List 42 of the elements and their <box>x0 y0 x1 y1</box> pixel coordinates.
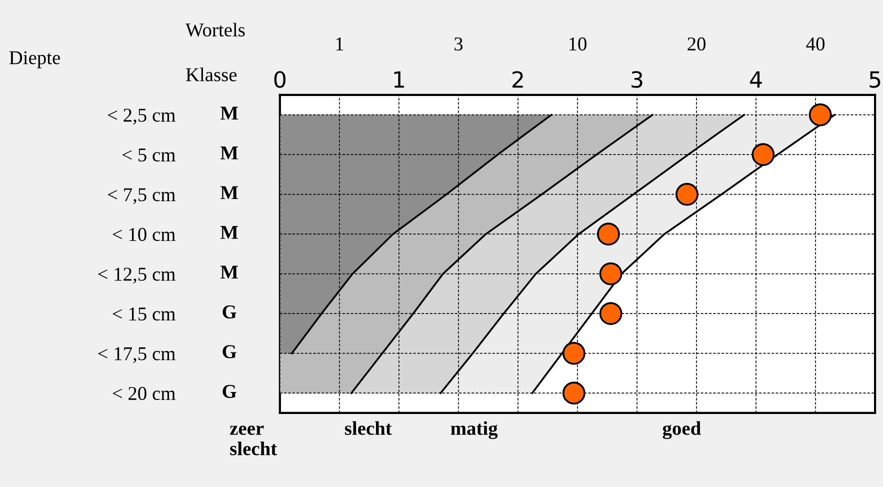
x-tick-label: 5 <box>870 71 880 88</box>
y-tick-label: < 2,5 cm <box>108 108 176 125</box>
x-axis-title: Klasse <box>186 68 237 82</box>
y2-tick-label: G <box>222 345 236 358</box>
y-tick-label: < 7,5 cm <box>108 188 176 204</box>
y2-tick-label: M <box>220 106 238 120</box>
text: 1 <box>336 38 344 50</box>
x2-axis-title: Wortels <box>185 22 245 37</box>
y-tick-label: < 17,5 cm <box>98 347 176 364</box>
y2-tick-label: M <box>220 226 238 239</box>
point <box>676 182 698 206</box>
text: 20 <box>688 37 706 51</box>
text: 40 <box>806 37 825 51</box>
y-tick-label: < 20 cm <box>112 386 176 400</box>
y-tick-label: < 10 cm <box>112 228 176 242</box>
text: matig <box>450 421 498 440</box>
y-axis-title: Diepte <box>9 51 60 68</box>
text: goed <box>662 421 701 440</box>
y-tick-label: < 12,5 cm <box>98 268 176 284</box>
y2-tick-label: G <box>222 384 236 398</box>
y2-tick-label: M <box>220 186 238 200</box>
x-tick-label: 3 <box>632 71 642 88</box>
x-tick-label: 1 <box>394 71 404 88</box>
y-tick-label: < 5 cm <box>122 148 176 162</box>
point <box>596 222 620 246</box>
point <box>599 302 622 326</box>
text: 3 <box>454 37 463 51</box>
point <box>599 262 622 286</box>
y2-tick-label: G <box>222 305 236 318</box>
x-tick-label: 2 <box>512 71 523 88</box>
y-tick-label: < 15 cm <box>112 308 176 321</box>
text: zeer slecht <box>230 426 278 456</box>
y2-tick-label: M <box>220 266 238 279</box>
point <box>808 103 832 126</box>
point <box>752 143 775 166</box>
text: 10 <box>569 37 586 51</box>
x-tick-label: 4 <box>750 71 762 88</box>
text: slecht <box>344 421 392 435</box>
y2-tick-label: M <box>220 146 238 160</box>
x-tick-label: 0 <box>274 71 286 88</box>
point <box>562 382 586 405</box>
point <box>562 342 586 365</box>
